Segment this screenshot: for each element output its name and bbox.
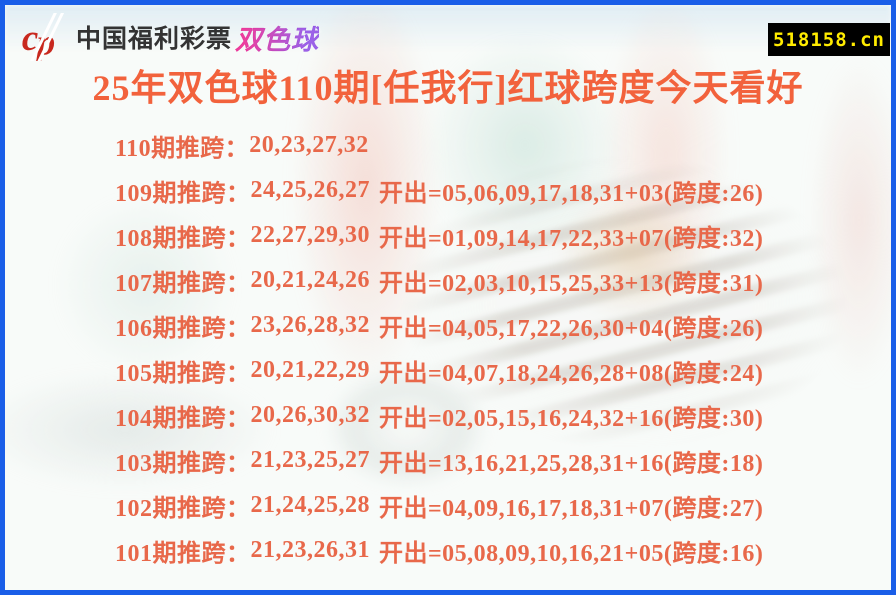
draw-result: 开出=05,08,09,10,16,21+05(跨度:16)	[379, 541, 764, 567]
site-url-badge: 518158.cn	[768, 23, 890, 56]
page-title: 25年双色球110期[任我行]红球跨度今天看好	[92, 68, 804, 108]
draw-result: 开出=01,09,14,17,22,33+07(跨度:32)	[379, 226, 764, 252]
prediction-list: 110期推跨： 20,23,27,32 109期推跨： 24,25,26,27 …	[115, 123, 881, 573]
period-label: 109期推跨：	[115, 181, 251, 207]
picked-spans: 22,27,29,30	[250, 222, 370, 248]
brand-name: 中国福利彩票	[76, 25, 233, 53]
prediction-row-103: 103期推跨： 21,23,25,27 开出=13,16,21,25,28,31…	[115, 438, 881, 483]
prediction-row-101: 101期推跨： 21,23,26,31 开出=05,08,09,10,16,21…	[115, 528, 881, 573]
prediction-row-104: 104期推跨： 20,26,30,32 开出=02,05,15,16,24,32…	[115, 393, 881, 438]
period-label: 105期推跨：	[115, 361, 251, 387]
prediction-row-102: 102期推跨： 21,24,25,28 开出=04,09,16,17,18,31…	[115, 483, 881, 528]
prediction-row-110: 110期推跨： 20,23,27,32	[115, 123, 881, 168]
product-name: 双色球	[235, 18, 319, 57]
picked-spans: 21,24,25,28	[250, 492, 370, 518]
period-label: 103期推跨：	[115, 451, 251, 477]
draw-result: 开出=04,05,17,22,26,30+04(跨度:26)	[379, 316, 764, 342]
picked-spans: 20,23,27,32	[249, 132, 369, 158]
svg-text:p: p	[34, 22, 55, 61]
picked-spans: 24,25,26,27	[250, 177, 370, 203]
prediction-row-108: 108期推跨： 22,27,29,30 开出=01,09,14,17,22,33…	[115, 213, 881, 258]
prediction-row-107: 107期推跨： 20,21,24,26 开出=02,03,10,15,25,33…	[115, 258, 881, 303]
china-welfare-lottery-icon: c p	[22, 13, 65, 61]
picked-spans: 23,26,28,32	[250, 312, 370, 338]
prediction-row-109: 109期推跨： 24,25,26,27 开出=05,06,09,17,18,31…	[115, 168, 881, 213]
picked-spans: 20,21,24,26	[250, 267, 370, 293]
picked-spans: 21,23,25,27	[250, 447, 370, 473]
draw-result: 开出=02,03,10,15,25,33+13(跨度:31)	[379, 271, 764, 297]
period-label: 110期推跨：	[115, 136, 250, 162]
period-label: 101期推跨：	[115, 541, 251, 567]
svg-text:c: c	[22, 17, 38, 58]
period-label: 104期推跨：	[115, 406, 251, 432]
picked-spans: 20,26,30,32	[250, 402, 370, 428]
site-logo: c p 中国福利彩票 双色球	[21, 13, 319, 61]
prediction-row-106: 106期推跨： 23,26,28,32 开出=04,05,17,22,26,30…	[115, 303, 881, 348]
period-label: 106期推跨：	[115, 316, 251, 342]
period-label: 102期推跨：	[115, 496, 251, 522]
draw-result: 开出=13,16,21,25,28,31+16(跨度:18)	[379, 451, 764, 477]
picked-spans: 20,21,22,29	[250, 357, 370, 383]
draw-result: 开出=05,06,09,17,18,31+03(跨度:26)	[379, 181, 764, 207]
picked-spans: 21,23,26,31	[250, 537, 370, 563]
draw-result: 开出=02,05,15,16,24,32+16(跨度:30)	[379, 406, 764, 432]
prediction-row-105: 105期推跨： 20,21,22,29 开出=04,07,18,24,26,28…	[115, 348, 881, 393]
period-label: 107期推跨：	[115, 271, 251, 297]
draw-result: 开出=04,07,18,24,26,28+08(跨度:24)	[379, 361, 764, 387]
period-label: 108期推跨：	[115, 226, 251, 252]
draw-result: 开出=04,09,16,17,18,31+07(跨度:27)	[379, 496, 764, 522]
